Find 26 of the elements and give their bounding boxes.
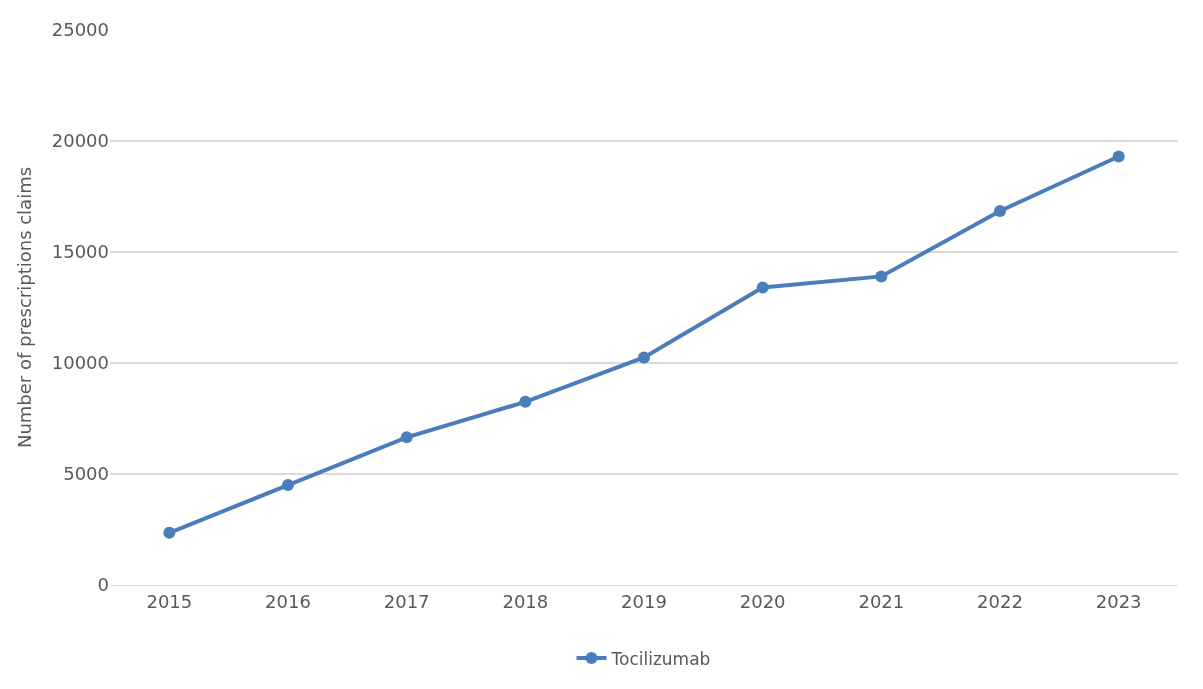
point: [163, 526, 176, 539]
y-tick-label: 10000: [51, 352, 109, 374]
x-tick-label: 2015: [146, 590, 193, 612]
x-tick-label: 2019: [621, 590, 667, 612]
y-tick-label: 25000: [51, 19, 109, 41]
point: [519, 395, 532, 408]
point: [638, 351, 650, 364]
y-tick-label: 5000: [63, 463, 109, 485]
x-tick-label: 2018: [502, 590, 549, 612]
point: [756, 281, 769, 294]
x-tick-label: 2020: [739, 590, 786, 612]
y-tick-label: 0: [97, 574, 109, 596]
y-tick-label: 15000: [51, 241, 109, 263]
x-tick-label: 2021: [858, 590, 905, 612]
point: [875, 270, 888, 283]
x-tick-label: 2017: [383, 590, 430, 612]
point: [282, 479, 294, 492]
x-tick-label: 2016: [265, 590, 311, 612]
point: [400, 431, 413, 444]
legend-label: Tocilizumab: [610, 648, 711, 669]
x-tick-label: 2022: [977, 590, 1023, 612]
point: [1112, 150, 1125, 163]
x-tick-label: 2023: [1095, 590, 1142, 612]
y-axis-title: Number of prescriptions claims: [13, 166, 35, 449]
y-tick-label: 20000: [51, 130, 109, 152]
point: [994, 204, 1006, 217]
